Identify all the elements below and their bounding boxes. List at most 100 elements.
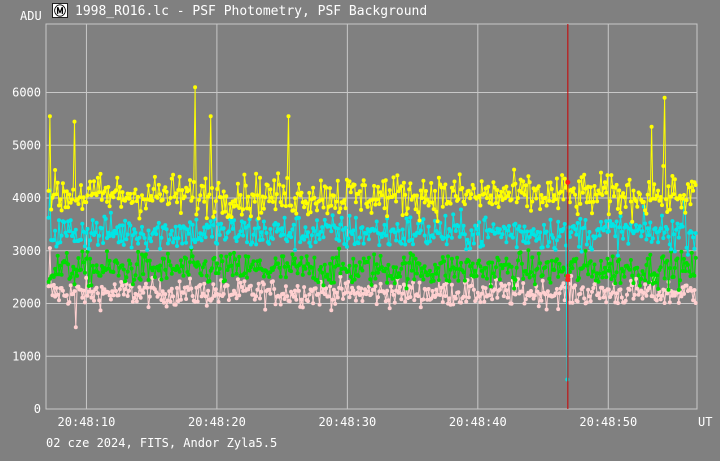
data-point [80, 221, 85, 226]
data-point [360, 225, 365, 230]
data-point [374, 197, 379, 202]
data-point [178, 211, 183, 215]
data-point [488, 193, 493, 198]
data-point [692, 273, 697, 278]
chart-title: 1998_RO16.lc - PSF Photometry, PSF Backg… [75, 4, 428, 19]
data-point [64, 251, 69, 255]
data-point [457, 234, 462, 239]
data-point [544, 229, 549, 234]
data-point [571, 224, 576, 228]
data-point [374, 219, 379, 224]
data-point [477, 193, 482, 198]
data-point [461, 223, 466, 228]
data-point [549, 187, 554, 191]
data-point [551, 235, 556, 240]
data-point [491, 180, 496, 185]
data-point [46, 215, 51, 220]
data-point [224, 254, 229, 259]
data-point [615, 253, 620, 258]
data-point [392, 192, 397, 197]
data-point [582, 172, 587, 177]
y-axis-label: ADU [20, 9, 42, 23]
data-point [57, 298, 61, 303]
data-point [328, 284, 332, 289]
data-point [102, 189, 107, 194]
data-point [286, 264, 291, 269]
data-point [241, 207, 246, 212]
data-point [643, 221, 648, 226]
data-point [215, 187, 220, 191]
data-point [376, 184, 380, 189]
data-point [474, 274, 479, 278]
data-point [645, 192, 650, 197]
data-point [267, 199, 272, 204]
data-point [662, 95, 667, 100]
data-point [514, 283, 519, 288]
data-point [604, 300, 609, 305]
data-point [608, 219, 613, 223]
data-point [79, 267, 83, 272]
data-point [246, 223, 251, 228]
data-point [658, 195, 663, 199]
data-point [421, 297, 426, 302]
data-point [605, 173, 610, 178]
data-point [401, 255, 406, 260]
data-point [597, 233, 602, 238]
data-point [639, 276, 644, 281]
data-point [84, 230, 89, 235]
data-point [583, 248, 588, 253]
data-point [590, 289, 594, 294]
data-point [640, 269, 645, 274]
data-point [291, 294, 296, 299]
data-point [473, 268, 478, 273]
data-point [411, 242, 415, 247]
data-point [312, 255, 317, 260]
data-point [233, 198, 238, 203]
data-point [553, 247, 558, 252]
data-point [639, 234, 644, 239]
data-point [414, 271, 419, 276]
data-point [365, 227, 370, 232]
data-point [123, 287, 128, 292]
data-point [308, 210, 313, 215]
data-point [443, 182, 448, 187]
data-point [159, 298, 164, 302]
data-point [653, 226, 658, 231]
data-point [169, 271, 174, 276]
data-point [553, 291, 558, 296]
data-point [224, 235, 229, 240]
data-point [202, 225, 207, 230]
data-point [514, 200, 519, 205]
data-point [123, 198, 128, 203]
data-point [242, 279, 247, 284]
data-point [604, 275, 609, 280]
data-point [670, 174, 675, 178]
data-point [70, 271, 74, 276]
data-point [58, 197, 63, 202]
data-point [212, 255, 217, 260]
data-point [464, 247, 469, 252]
data-point [334, 255, 339, 260]
data-point [235, 277, 240, 282]
data-point [382, 206, 387, 211]
data-point [421, 217, 426, 222]
data-point [67, 229, 72, 234]
data-point [368, 277, 373, 282]
data-point [497, 194, 502, 199]
data-point [615, 301, 620, 306]
data-point [101, 241, 106, 245]
data-point [110, 289, 115, 294]
data-point [298, 261, 303, 266]
data-point [451, 188, 456, 193]
data-point [608, 199, 613, 204]
data-point [175, 286, 179, 290]
data-point [478, 203, 483, 208]
data-point [317, 302, 322, 307]
data-point [177, 174, 182, 179]
data-point [647, 180, 651, 184]
data-point [666, 184, 671, 189]
data-point [557, 291, 562, 296]
data-point [390, 276, 395, 281]
data-point [237, 254, 242, 259]
data-point [478, 264, 483, 269]
